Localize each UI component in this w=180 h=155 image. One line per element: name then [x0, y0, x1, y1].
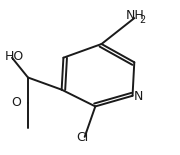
- Text: Cl: Cl: [76, 131, 88, 144]
- Text: NH: NH: [125, 9, 144, 22]
- Text: HO: HO: [5, 50, 24, 63]
- Text: N: N: [134, 90, 143, 103]
- Text: O: O: [11, 96, 21, 109]
- Text: 2: 2: [140, 15, 146, 25]
